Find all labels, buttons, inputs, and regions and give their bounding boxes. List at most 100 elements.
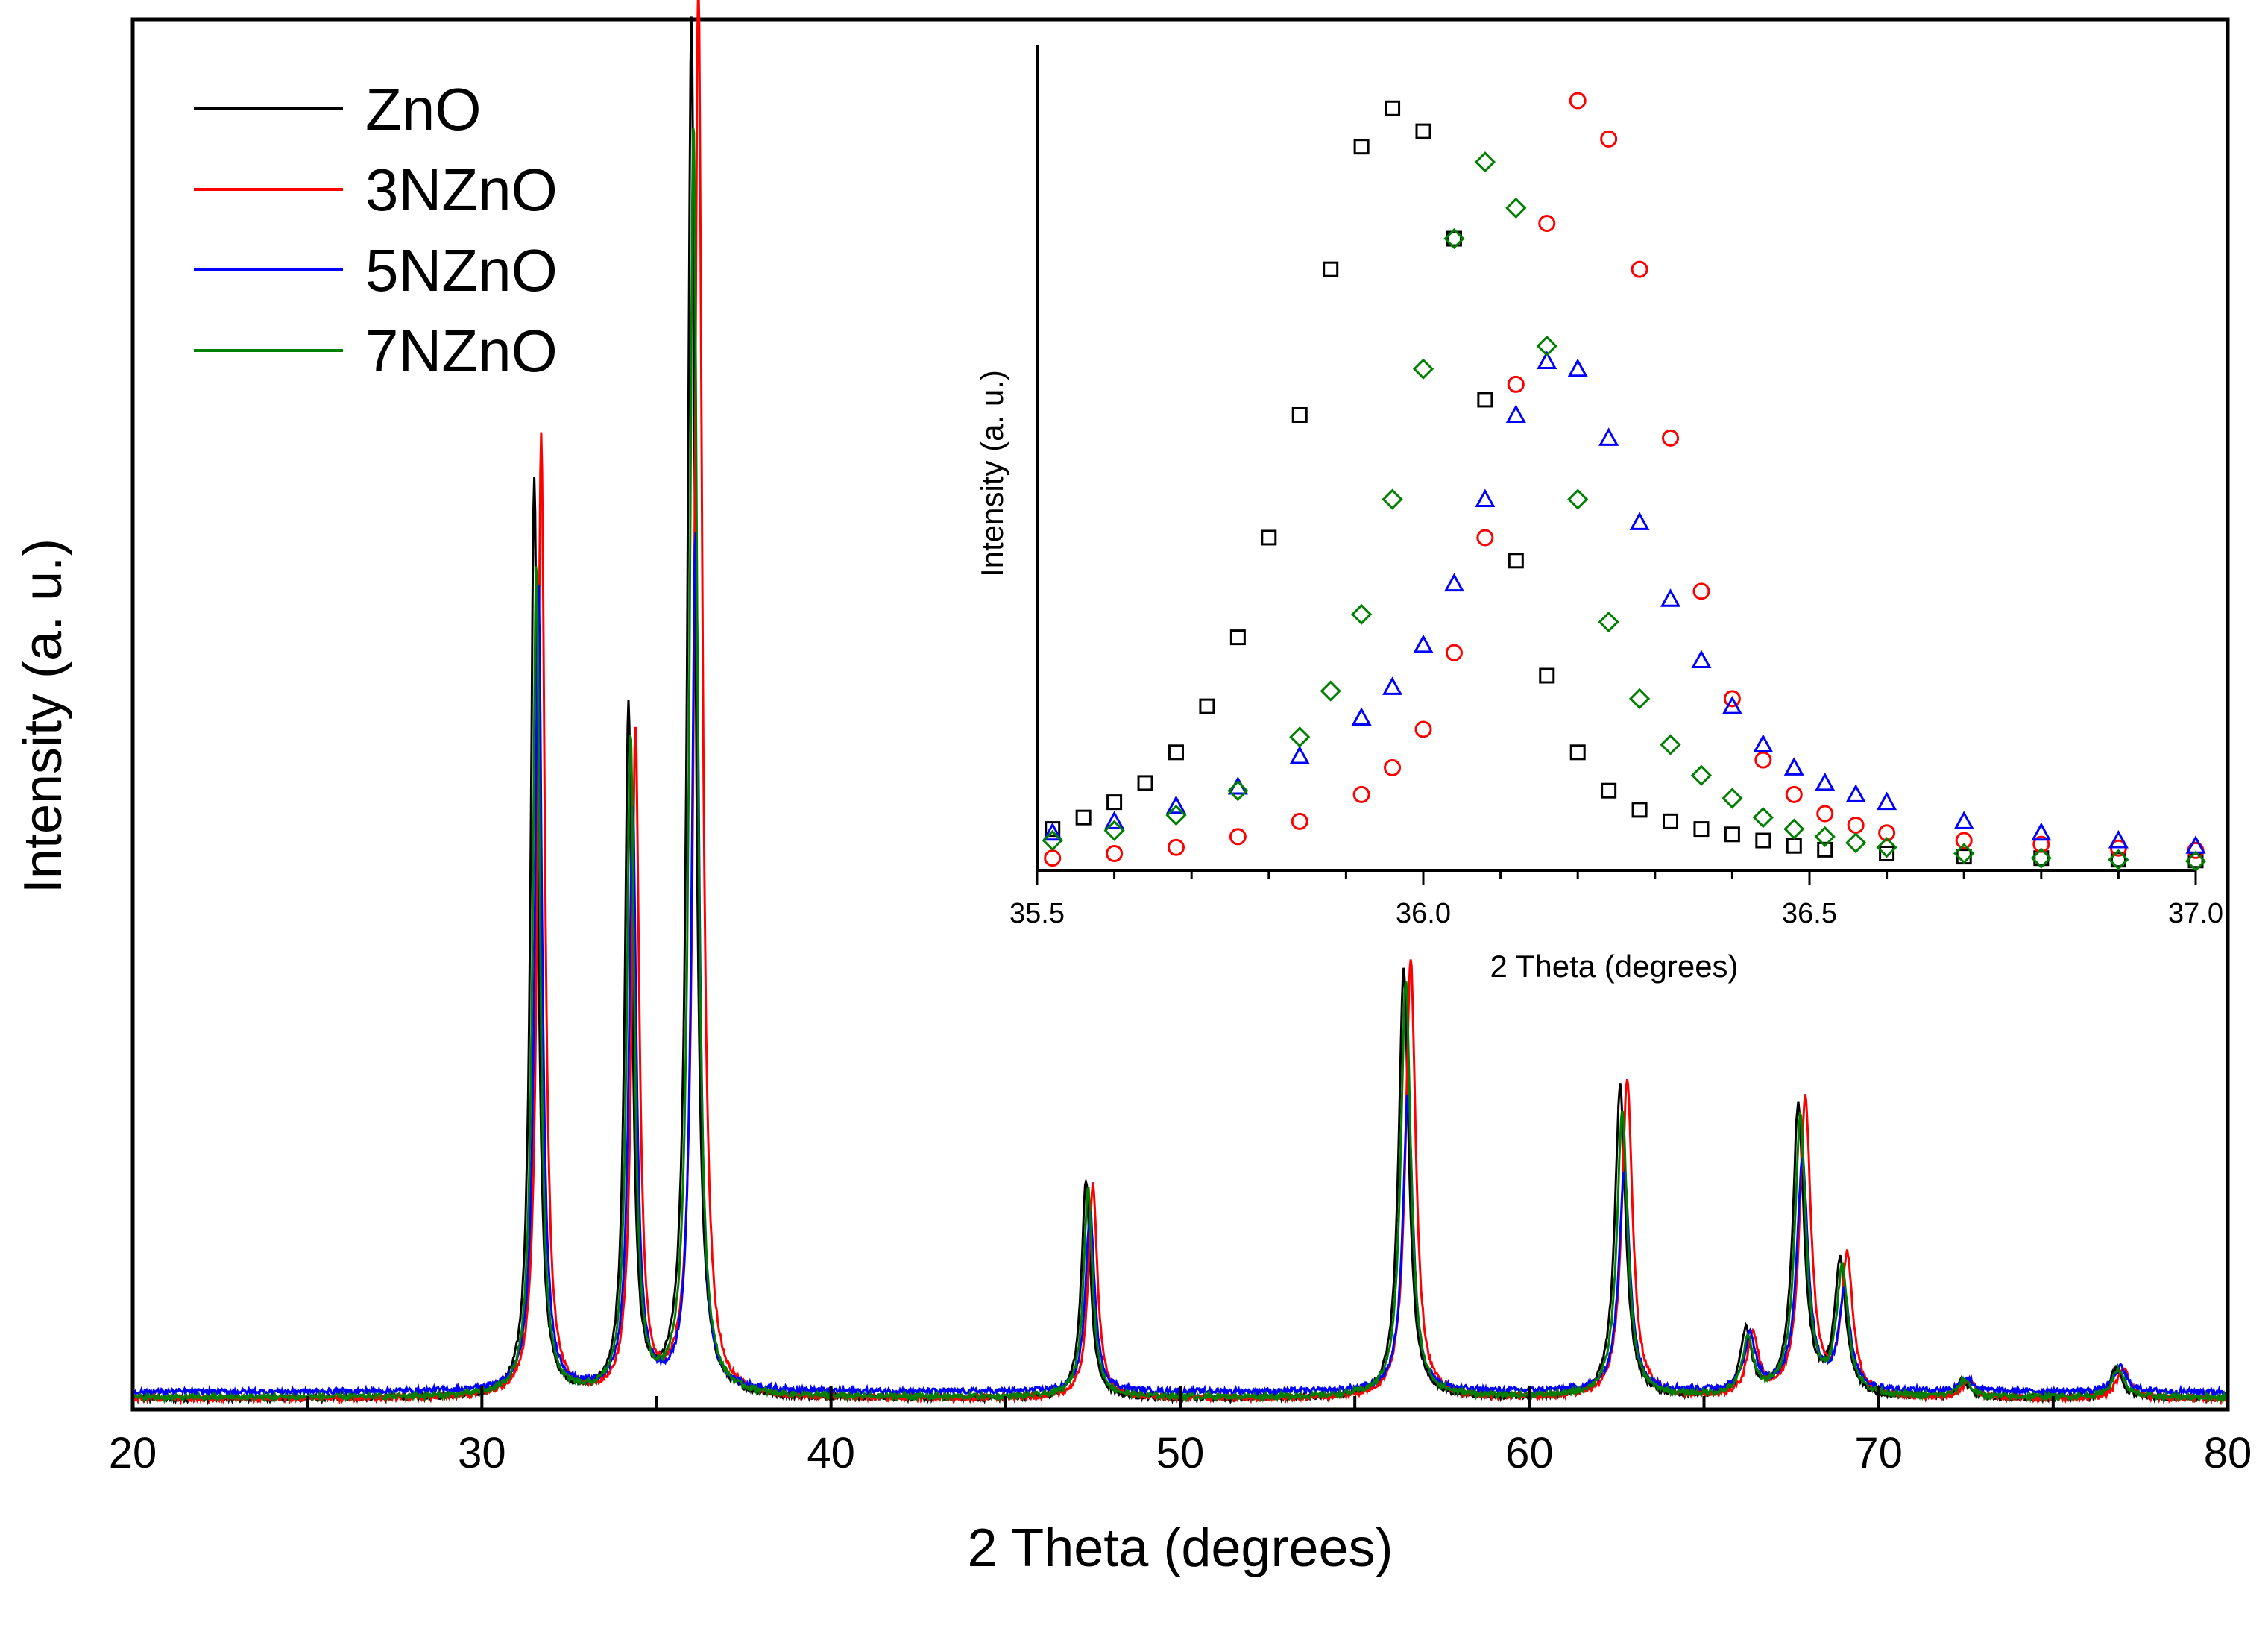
marker-triangle: [1505, 404, 1526, 423]
marker-triangle: [1567, 358, 1588, 377]
main-x-axis-ticks: [131, 1386, 2229, 1410]
marker-triangle: [1475, 488, 1496, 508]
inset-x-tick-label: 36.5: [1782, 898, 1837, 929]
marker-circle: [1662, 429, 1680, 447]
legend-label-5nzno: 5NZnO: [365, 237, 558, 304]
marker-circle: [1600, 130, 1618, 148]
marker-triangle: [1382, 676, 1403, 695]
marker-circle: [1878, 824, 1896, 842]
main-y-axis-title: Intensity (a. u.): [13, 538, 73, 893]
x-tick-label: 50: [1156, 1429, 1205, 1477]
legend-label-7nzno: 7NZnO: [365, 318, 558, 384]
marker-square: [1879, 845, 1895, 861]
inset-y-axis-title: Intensity (a. u.): [974, 370, 1009, 577]
marker-diamond: [1536, 335, 1557, 357]
marker-triangle: [1351, 707, 1372, 726]
main-plot-frame: [130, 17, 2230, 1412]
marker-diamond: [1814, 826, 1836, 848]
marker-triangle: [1289, 745, 1310, 764]
x-tick-label: 80: [2204, 1429, 2252, 1477]
marker-triangle: [1629, 512, 1650, 530]
marker-triangle: [2031, 822, 2052, 841]
marker-square: [1724, 826, 1740, 843]
marker-diamond: [1953, 843, 1975, 864]
marker-circle: [1445, 644, 1463, 661]
inset-series-7nzno: [1042, 151, 2207, 872]
marker-circle: [1106, 844, 1124, 862]
marker-triangle: [1104, 811, 1125, 829]
marker-circle: [1785, 785, 1803, 803]
inset-x-tick-label: 35.5: [1009, 898, 1065, 929]
marker-square: [1477, 392, 1493, 408]
marker-square: [1106, 794, 1123, 811]
legend-label-zno: ZnO: [365, 76, 482, 142]
legend-label-3nzno: 3NZnO: [365, 157, 558, 223]
inset-x-axis-ticks: [1036, 870, 2197, 885]
marker-diamond: [1103, 820, 1125, 841]
marker-triangle: [1691, 650, 1712, 668]
marker-diamond: [1350, 603, 1373, 625]
marker-circle: [2032, 835, 2050, 853]
marker-square: [1446, 230, 1462, 247]
marker-triangle: [1413, 634, 1434, 653]
marker-square: [1291, 406, 1308, 423]
marker-circle: [1816, 805, 1834, 823]
marker-triangle: [1815, 772, 1836, 791]
x-tick-label: 20: [109, 1429, 157, 1477]
marker-square: [1261, 529, 1277, 546]
marker-square: [1569, 744, 1586, 761]
marker-diamond: [2030, 847, 2052, 869]
marker-triangle: [1845, 784, 1866, 802]
inset-series-3nzno: [1044, 92, 2205, 867]
marker-square: [2110, 852, 2126, 868]
marker-square: [1199, 698, 1215, 714]
inset-x-tick-label: 37.0: [2168, 898, 2223, 929]
inset-x-axis-title: 2 Theta (degrees): [1490, 949, 1738, 984]
marker-circle: [1044, 849, 1062, 867]
inset-series-zno: [1045, 100, 2204, 869]
marker-square: [1168, 744, 1184, 761]
inset-series-5nzno: [1042, 351, 2206, 854]
marker-square: [1508, 553, 1524, 569]
marker-diamond: [1876, 837, 1897, 858]
marker-square: [1693, 821, 1710, 838]
series-line-zno: [131, 16, 2228, 1406]
inset-markers: [1042, 92, 2207, 872]
marker-square: [1385, 100, 1401, 116]
marker-triangle: [1877, 791, 1897, 811]
main-x-axis-tick-labels: 20 30 40 50 60 70 80: [109, 1429, 2252, 1477]
marker-circle: [1167, 838, 1185, 856]
marker-square: [1137, 775, 1153, 791]
marker-diamond: [1382, 488, 1403, 510]
marker-diamond: [1412, 358, 1434, 380]
marker-square: [1415, 123, 1431, 139]
x-tick-label: 40: [807, 1429, 855, 1477]
marker-circle: [1692, 582, 1710, 600]
marker-diamond: [1722, 788, 1743, 809]
marker-diamond: [1598, 611, 1619, 633]
marker-diamond: [1628, 688, 1651, 709]
marker-square: [1755, 832, 1771, 849]
marker-circle: [1476, 529, 1494, 547]
marker-triangle: [1953, 811, 1974, 829]
marker-triangle: [2108, 829, 2129, 849]
x-tick-label: 60: [1505, 1429, 1554, 1477]
marker-diamond: [1227, 780, 1249, 802]
inset-x-tick-label: 36.0: [1396, 898, 1451, 929]
marker-triangle: [1443, 573, 1464, 592]
marker-circle: [1384, 758, 1402, 776]
marker-circle: [1955, 832, 1973, 849]
x-tick-label: 30: [458, 1429, 506, 1477]
marker-triangle: [1042, 822, 1063, 841]
marker-diamond: [1505, 197, 1527, 219]
marker-diamond: [2108, 849, 2129, 870]
marker-diamond: [1752, 807, 1774, 829]
marker-circle: [1569, 92, 1587, 110]
marker-circle: [1754, 751, 1772, 769]
marker-circle: [1723, 690, 1741, 708]
marker-diamond: [1845, 832, 1867, 854]
marker-diamond: [1474, 151, 1496, 173]
marker-circle: [1538, 214, 1556, 232]
marker-square: [1229, 629, 1246, 646]
